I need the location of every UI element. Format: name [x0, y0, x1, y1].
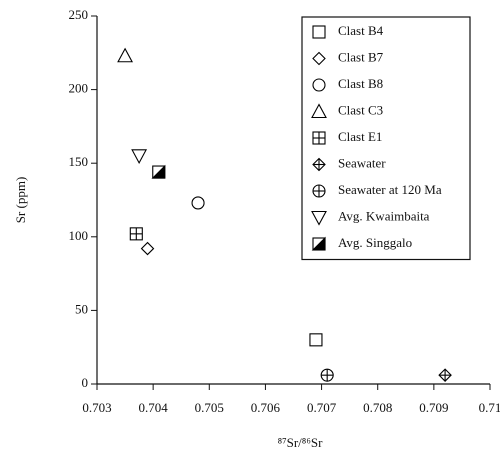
legend-label: Clast B7 [338, 49, 384, 64]
marker [129, 227, 143, 241]
legend-label: Seawater [338, 155, 386, 170]
legend-label: Clast B8 [338, 76, 383, 91]
marker [151, 164, 166, 179]
x-tick-label: 0.703 [82, 400, 111, 415]
marker-shape [191, 196, 205, 210]
marker [131, 149, 148, 165]
marker [191, 196, 205, 210]
marker [312, 184, 326, 198]
legend-label: Avg. Kwaimbaita [338, 208, 430, 223]
x-tick-label: 0.709 [419, 400, 448, 415]
marker [311, 210, 327, 226]
marker [438, 368, 452, 382]
legend-label: Clast E1 [338, 129, 382, 144]
marker-shape [312, 78, 326, 92]
x-tick-label: 0.71 [479, 400, 500, 415]
legend-label: Clast B4 [338, 23, 384, 38]
x-tick-label: 0.704 [139, 400, 169, 415]
marker-shape [311, 236, 326, 251]
y-tick-label: 50 [75, 301, 88, 316]
marker-shape [151, 164, 166, 179]
legend-label: Clast C3 [338, 102, 383, 117]
marker-shape [312, 25, 326, 39]
y-tick-label: 150 [69, 154, 89, 169]
marker [311, 236, 326, 251]
marker [309, 333, 323, 347]
marker-shape [311, 103, 327, 119]
marker [117, 47, 133, 63]
marker-shape [140, 241, 155, 256]
y-tick-label: 0 [82, 375, 89, 390]
marker-shape [309, 333, 323, 347]
marker [320, 368, 334, 382]
x-tick-label: 0.708 [363, 400, 392, 415]
marker [312, 131, 326, 145]
x-tick-label: 0.706 [251, 400, 281, 415]
x-tick-label: 0.705 [195, 400, 224, 415]
marker [311, 103, 327, 119]
legend-label: Seawater at 120 Ma [338, 182, 442, 197]
marker [312, 51, 326, 66]
marker [312, 78, 326, 92]
marker [312, 157, 326, 172]
marker-shape [312, 51, 326, 66]
marker [312, 25, 326, 39]
legend-label: Avg. Singgalo [338, 235, 412, 250]
marker-shape [117, 47, 133, 63]
marker [140, 241, 155, 256]
legend-box [301, 16, 471, 261]
y-tick-label: 250 [69, 7, 89, 22]
x-axis-label: ⁸⁷Sr/⁸⁶Sr [278, 435, 324, 450]
x-tick-label: 0.707 [307, 400, 337, 415]
y-tick-label: 200 [69, 81, 89, 96]
marker-shape [311, 210, 327, 226]
marker-shape [131, 149, 148, 165]
y-axis-label: Sr (ppm) [13, 177, 28, 224]
y-tick-label: 100 [69, 228, 89, 243]
